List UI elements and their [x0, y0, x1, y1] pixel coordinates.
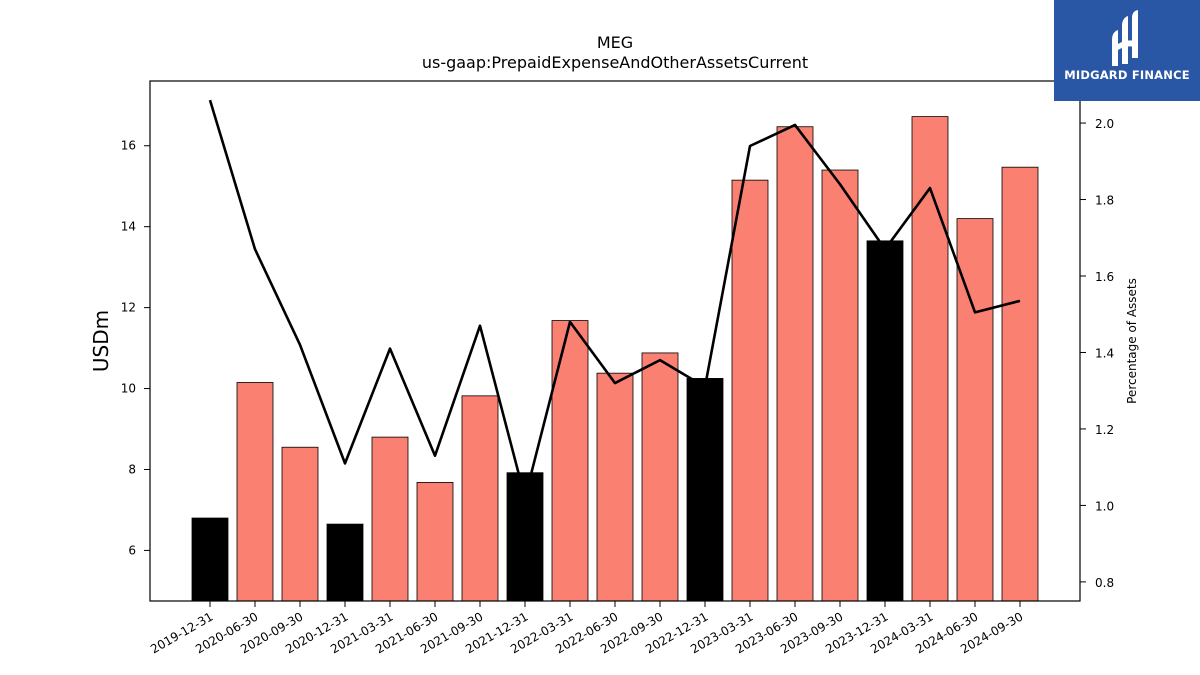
y-right-tick-label: 1.4 — [1095, 346, 1114, 360]
logo-mark-icon — [1112, 10, 1138, 66]
bar-2021-03-31 — [371, 436, 409, 602]
y-tick-label: 6 — [128, 543, 136, 557]
y-right-tick-label: 1.8 — [1095, 194, 1114, 208]
bar-2022-09-30 — [641, 352, 679, 602]
bar-2023-09-30 — [821, 169, 859, 602]
bar-2022-12-31 — [686, 378, 724, 602]
y-tick-label: 16 — [121, 139, 136, 153]
bar-2020-09-30 — [281, 446, 319, 602]
percentage-line — [208, 99, 1021, 500]
logo-text: MIDGARD FINANCE — [1064, 68, 1190, 82]
line-group — [208, 99, 1021, 500]
bar-2020-06-30 — [236, 382, 274, 602]
bar-2023-03-31 — [731, 179, 769, 602]
chart-title: MEG — [597, 33, 633, 52]
chart-subtitle: us-gaap:PrepaidExpenseAndOtherAssetsCurr… — [422, 53, 808, 72]
logo-badge: MIDGARD FINANCE — [1054, 0, 1200, 101]
bar-2024-03-31 — [911, 116, 949, 602]
bar-2021-12-31 — [506, 472, 544, 602]
y-tick-label: 8 — [128, 462, 136, 476]
bar-2020-12-31 — [326, 523, 364, 602]
y-axis-label: USDm — [89, 310, 113, 372]
bar-2021-09-30 — [461, 395, 499, 602]
y-tick-label: 12 — [121, 301, 136, 315]
y-right-tick-label: 1.2 — [1095, 423, 1114, 437]
bar-2023-06-30 — [776, 126, 814, 602]
y-right-tick-label: 0.8 — [1095, 576, 1114, 590]
y-right-tick-label: 1.6 — [1095, 270, 1114, 284]
bars-group — [191, 116, 1039, 602]
y-tick-label: 10 — [121, 382, 136, 396]
y-tick-label: 14 — [121, 220, 136, 234]
y-right-tick-label: 2.0 — [1095, 117, 1114, 131]
bar-2022-06-30 — [596, 372, 634, 602]
y-right-tick-label: 1.0 — [1095, 499, 1114, 513]
bar-2019-12-31 — [191, 517, 229, 602]
bar-2023-12-31 — [866, 240, 904, 602]
y-axis-right-label: Percentage of Assets — [1125, 278, 1139, 404]
bar-2022-03-31 — [551, 320, 589, 602]
bar-2021-06-30 — [416, 482, 454, 602]
bar-2024-09-30 — [1001, 166, 1039, 602]
